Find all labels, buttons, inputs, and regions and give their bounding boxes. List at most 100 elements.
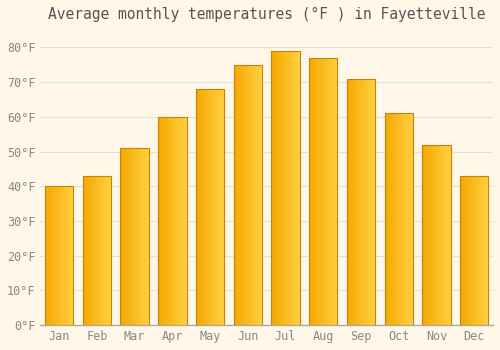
Bar xyxy=(460,176,488,325)
Bar xyxy=(277,51,278,325)
Bar xyxy=(130,148,131,325)
Bar xyxy=(243,65,244,325)
Bar xyxy=(245,65,246,325)
Bar xyxy=(246,65,247,325)
Bar xyxy=(333,58,334,325)
Bar xyxy=(124,148,126,325)
Bar xyxy=(234,65,262,325)
Bar xyxy=(369,79,370,325)
Bar xyxy=(401,113,402,325)
Bar xyxy=(274,51,275,325)
Bar xyxy=(220,89,222,325)
Bar xyxy=(282,51,284,325)
Bar xyxy=(351,79,352,325)
Bar xyxy=(280,51,281,325)
Bar xyxy=(242,65,243,325)
Bar xyxy=(53,186,54,325)
Bar xyxy=(257,65,258,325)
Bar xyxy=(285,51,286,325)
Bar xyxy=(475,176,476,325)
Bar xyxy=(255,65,256,325)
Bar xyxy=(146,148,148,325)
Bar xyxy=(206,89,208,325)
Bar xyxy=(168,117,169,325)
Bar xyxy=(435,145,436,325)
Bar xyxy=(145,148,146,325)
Bar xyxy=(318,58,319,325)
Bar xyxy=(166,117,168,325)
Bar xyxy=(396,113,398,325)
Bar xyxy=(289,51,290,325)
Bar xyxy=(141,148,142,325)
Bar xyxy=(320,58,321,325)
Bar xyxy=(148,148,149,325)
Bar xyxy=(477,176,478,325)
Bar xyxy=(199,89,200,325)
Bar xyxy=(470,176,472,325)
Bar xyxy=(250,65,252,325)
Bar xyxy=(406,113,407,325)
Bar xyxy=(184,117,185,325)
Bar xyxy=(330,58,331,325)
Bar xyxy=(324,58,326,325)
Bar xyxy=(373,79,374,325)
Bar xyxy=(386,113,388,325)
Bar xyxy=(272,51,299,325)
Bar xyxy=(258,65,259,325)
Bar xyxy=(431,145,432,325)
Bar xyxy=(244,65,245,325)
Bar xyxy=(252,65,253,325)
Bar xyxy=(275,51,276,325)
Bar xyxy=(136,148,137,325)
Bar xyxy=(365,79,366,325)
Bar xyxy=(253,65,254,325)
Bar xyxy=(143,148,144,325)
Bar xyxy=(214,89,215,325)
Bar xyxy=(198,89,199,325)
Bar xyxy=(316,58,317,325)
Bar xyxy=(172,117,173,325)
Bar xyxy=(407,113,408,325)
Bar xyxy=(485,176,486,325)
Bar xyxy=(312,58,314,325)
Bar xyxy=(319,58,320,325)
Bar xyxy=(412,113,413,325)
Bar xyxy=(85,176,86,325)
Bar xyxy=(159,117,160,325)
Bar xyxy=(69,186,70,325)
Bar xyxy=(121,148,122,325)
Bar xyxy=(393,113,394,325)
Bar xyxy=(480,176,482,325)
Bar xyxy=(362,79,363,325)
Bar xyxy=(476,176,477,325)
Bar xyxy=(286,51,287,325)
Bar xyxy=(466,176,467,325)
Bar xyxy=(314,58,315,325)
Bar xyxy=(132,148,133,325)
Bar xyxy=(202,89,203,325)
Bar xyxy=(331,58,332,325)
Bar xyxy=(144,148,145,325)
Bar xyxy=(288,51,289,325)
Bar xyxy=(428,145,430,325)
Bar xyxy=(142,148,143,325)
Bar xyxy=(462,176,463,325)
Bar xyxy=(218,89,220,325)
Bar xyxy=(326,58,327,325)
Bar xyxy=(84,176,85,325)
Bar xyxy=(50,186,51,325)
Bar xyxy=(294,51,296,325)
Bar xyxy=(235,65,236,325)
Bar xyxy=(96,176,97,325)
Bar xyxy=(473,176,474,325)
Bar xyxy=(445,145,446,325)
Bar xyxy=(134,148,136,325)
Bar xyxy=(444,145,445,325)
Bar xyxy=(163,117,164,325)
Bar xyxy=(322,58,324,325)
Bar xyxy=(91,176,92,325)
Bar xyxy=(484,176,485,325)
Bar xyxy=(354,79,356,325)
Bar xyxy=(372,79,373,325)
Bar xyxy=(352,79,353,325)
